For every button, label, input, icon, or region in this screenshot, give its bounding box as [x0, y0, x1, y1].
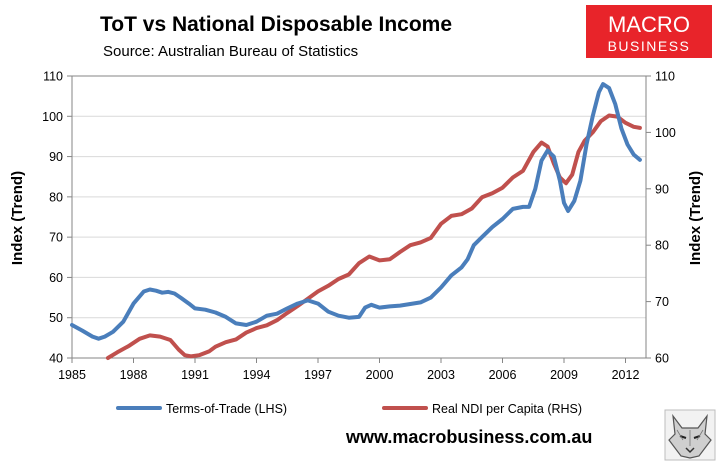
yl-tick-label-110: 110: [43, 70, 63, 84]
plot-area: [71, 75, 647, 359]
x-tick-label-1991: 1991: [181, 368, 209, 382]
yl-tick-label-50: 50: [49, 311, 63, 325]
x-tick-label-1985: 1985: [58, 368, 86, 382]
y-axis-right: 60 70 80 90 100 110: [646, 70, 676, 366]
series-line-ndi: [105, 113, 642, 360]
logo-line2: BUSINESS: [608, 38, 691, 54]
yr-tick-label-90: 90: [655, 182, 669, 196]
x-tick-label-2009: 2009: [550, 368, 578, 382]
yr-tick-label-60: 60: [655, 352, 669, 366]
x-tick-label-2003: 2003: [427, 368, 455, 382]
legend-label-tot: Terms-of-Trade (LHS): [166, 402, 287, 416]
macrobusiness-logo: MACRO BUSINESS: [586, 5, 712, 58]
yr-tick-label-110: 110: [655, 70, 675, 84]
x-tick-label-1994: 1994: [243, 368, 271, 382]
y-axis-left-label: Index (Trend): [9, 171, 26, 265]
yl-tick-label-90: 90: [49, 150, 63, 164]
chart-title: ToT vs National Disposable Income: [100, 13, 452, 36]
legend-label-ndi: Real NDI per Capita (RHS): [432, 402, 582, 416]
yl-tick-label-40: 40: [49, 352, 63, 366]
logo-background: [586, 5, 712, 58]
x-axis: 1985 1988 1991 1994 1997 2000 2003 2006 2009 2012: [58, 358, 639, 382]
series-layer: [70, 82, 642, 360]
yl-tick-label-60: 60: [49, 271, 63, 285]
y-axis-left: 40 50 60 70 80 90 100 110: [42, 70, 72, 366]
x-tick-label-2012: 2012: [612, 368, 640, 382]
x-tick-label-1997: 1997: [304, 368, 332, 382]
yr-tick-label-80: 80: [655, 239, 669, 253]
footer-url: www.macrobusiness.com.au: [345, 427, 592, 447]
yr-tick-label-100: 100: [655, 126, 676, 140]
yr-tick-label-70: 70: [655, 295, 669, 309]
y-axis-right-label: Index (Trend): [687, 171, 704, 265]
chart-subtitle: Source: Australian Bureau of Statistics: [103, 43, 358, 60]
yl-tick-label-100: 100: [42, 110, 63, 124]
logo-line1: MACRO: [608, 12, 690, 37]
yl-tick-label-80: 80: [49, 190, 63, 204]
wolf-logo: [664, 409, 716, 461]
series-line-tot: [70, 82, 642, 341]
legend: Terms-of-Trade (LHS) Real NDI per Capita…: [116, 402, 582, 416]
yl-tick-label-70: 70: [49, 231, 63, 245]
x-tick-label-1988: 1988: [120, 368, 148, 382]
x-tick-label-2006: 2006: [489, 368, 517, 382]
x-tick-label-2000: 2000: [366, 368, 394, 382]
